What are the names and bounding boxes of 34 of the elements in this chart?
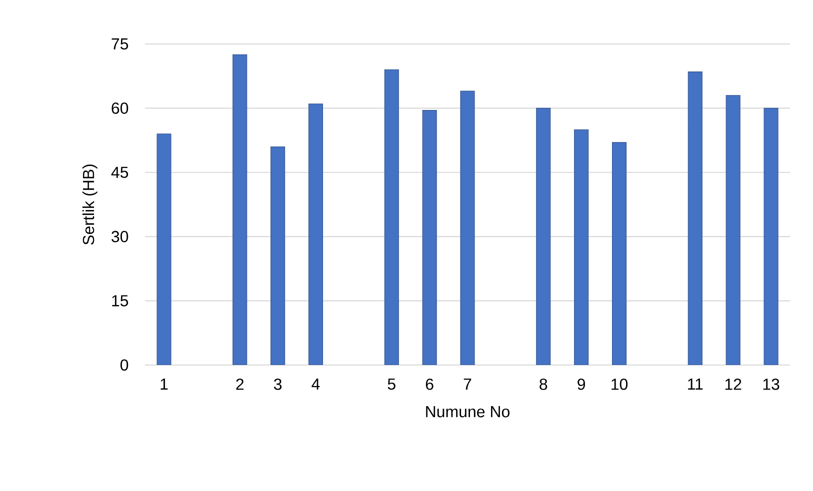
y-tick-label: 75 [112,38,128,50]
bar [270,146,286,365]
bar [422,110,437,365]
x-tick-label: 13 [763,378,780,390]
bar [232,54,248,365]
y-tick-label: 30 [112,230,128,242]
x-tick-label: 1 [160,378,168,390]
x-tick-label: 10 [612,378,628,390]
x-tick-label: 11 [688,378,703,390]
bar [574,129,589,365]
y-axis-title: Sertlik (HB) [82,164,98,245]
bar [460,90,475,365]
x-tick-label: 12 [725,378,742,390]
x-axis-title: Numune No [426,406,510,418]
x-tick-label: 8 [540,378,548,390]
y-tick-label: 45 [111,166,128,178]
x-tick-label: 5 [388,378,396,390]
bar [688,72,702,365]
bar [726,95,740,365]
x-tick-label: 3 [274,378,282,390]
bar [764,108,778,365]
bar [612,142,627,365]
bar [536,108,551,365]
bar [156,134,172,365]
x-tick-label: 6 [426,378,434,390]
bar [308,104,324,365]
x-tick-label: 2 [236,378,244,390]
y-tick-label: 60 [112,102,128,114]
y-tick-label: 0 [120,359,128,371]
x-tick-label: 9 [578,378,586,390]
x-tick-label: 7 [464,378,472,390]
x-tick-label: 4 [312,378,320,390]
bar [384,69,399,365]
y-tick-label: 15 [112,295,128,306]
